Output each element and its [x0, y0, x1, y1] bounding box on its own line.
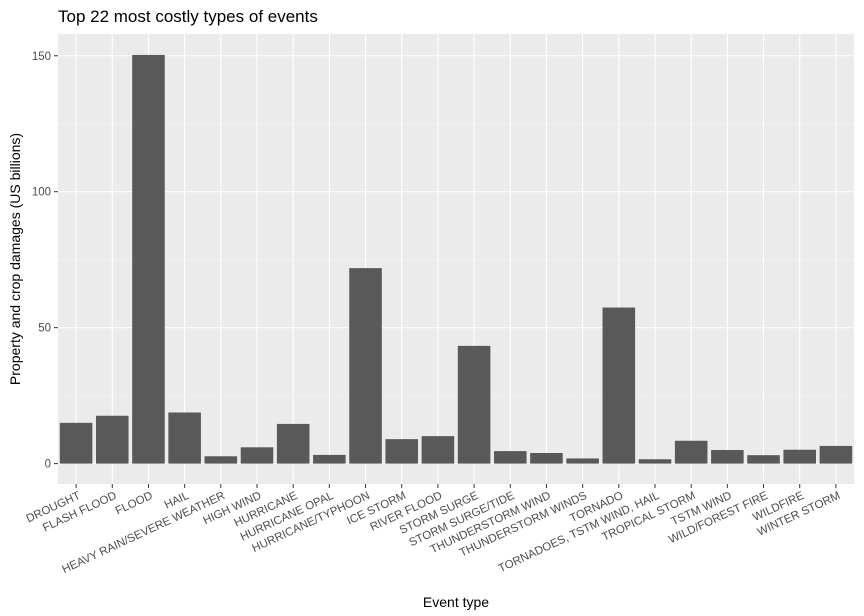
bar [168, 412, 201, 464]
bar [95, 415, 129, 464]
y-tick-label: 0 [45, 459, 51, 471]
x-axis-title: Event type [423, 594, 489, 610]
bar [457, 345, 491, 464]
y-tick-label: 100 [32, 187, 51, 199]
bar [349, 268, 382, 464]
bar [747, 455, 780, 464]
bar [59, 422, 93, 464]
bar [132, 54, 165, 464]
bar [783, 449, 817, 464]
bars [59, 54, 853, 464]
y-tick-label: 50 [38, 323, 51, 335]
bar [385, 439, 419, 464]
bar [602, 307, 636, 464]
bar [711, 450, 744, 464]
plot-panel [58, 34, 854, 484]
bar [674, 440, 708, 464]
bar [276, 423, 310, 464]
bar [493, 451, 527, 464]
bar [638, 459, 672, 464]
bar [566, 458, 599, 464]
bar [530, 453, 563, 464]
x-tick-label: FLOOD [114, 490, 155, 518]
bar [204, 456, 238, 464]
chart-title: Top 22 most costly types of events [58, 7, 318, 26]
bar [313, 454, 346, 464]
y-axis-ticks: 0 50 100 150 [32, 51, 58, 471]
bar [421, 436, 455, 464]
y-axis-title: Property and crop damages (US billions) [7, 133, 23, 385]
bar [819, 445, 853, 464]
bar [240, 447, 274, 464]
y-tick-label: 150 [32, 51, 51, 63]
